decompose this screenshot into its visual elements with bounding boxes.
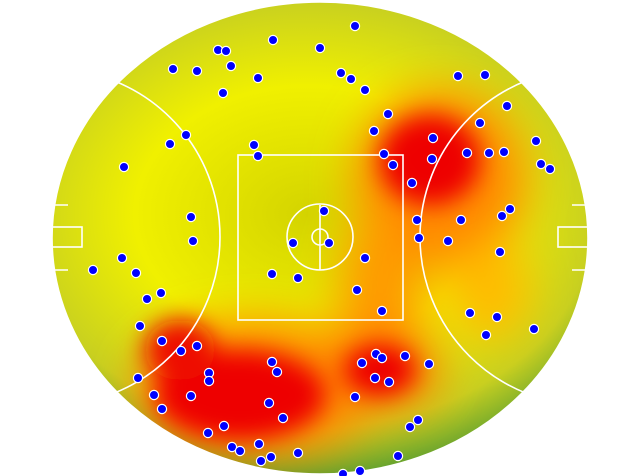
point (464, 307, 476, 319)
point (292, 272, 304, 284)
point (226, 441, 238, 453)
point (452, 70, 464, 82)
point (253, 438, 265, 450)
point (483, 147, 495, 159)
point (248, 139, 260, 151)
point (399, 350, 411, 362)
point (255, 455, 267, 467)
point (461, 147, 473, 159)
point (349, 20, 361, 32)
point (479, 69, 491, 81)
point (354, 465, 366, 476)
point (277, 412, 289, 424)
point (356, 357, 368, 369)
point (376, 305, 388, 317)
point (504, 203, 516, 215)
point (392, 450, 404, 462)
point (234, 445, 246, 457)
point (292, 447, 304, 459)
point (345, 73, 357, 85)
point (496, 210, 508, 222)
point (498, 146, 510, 158)
point (337, 468, 349, 476)
points (87, 20, 556, 476)
point (134, 320, 146, 332)
point (387, 159, 399, 171)
point (426, 153, 438, 165)
point (220, 45, 232, 57)
point (323, 237, 335, 249)
point (202, 427, 214, 439)
point (185, 211, 197, 223)
point (314, 42, 326, 54)
point (411, 214, 423, 226)
point (335, 67, 347, 79)
point (265, 451, 277, 463)
point (442, 235, 454, 247)
point (368, 125, 380, 137)
point (191, 65, 203, 77)
point (413, 232, 425, 244)
point (351, 284, 363, 296)
point (369, 372, 381, 384)
point (544, 163, 556, 175)
point (116, 252, 128, 264)
point (164, 138, 176, 150)
point (180, 129, 192, 141)
point (376, 352, 388, 364)
point (225, 60, 237, 72)
point (252, 72, 264, 84)
point (494, 246, 506, 258)
point (148, 389, 160, 401)
point (263, 397, 275, 409)
point (218, 420, 230, 432)
point (480, 329, 492, 341)
point (191, 340, 203, 352)
point (501, 100, 513, 112)
point (474, 117, 486, 129)
point (378, 148, 390, 160)
point (203, 375, 215, 387)
point (382, 108, 394, 120)
point (266, 268, 278, 280)
point (185, 390, 197, 402)
point (287, 237, 299, 249)
point (175, 345, 187, 357)
point (118, 161, 130, 173)
point (412, 414, 424, 426)
point (87, 264, 99, 276)
point (141, 293, 153, 305)
point (217, 87, 229, 99)
point (318, 205, 330, 217)
point (266, 356, 278, 368)
point (404, 421, 416, 433)
point (359, 84, 371, 96)
point (530, 135, 542, 147)
point (491, 311, 503, 323)
point (155, 287, 167, 299)
point (423, 358, 435, 370)
point (156, 335, 168, 347)
point (535, 158, 547, 170)
point (187, 235, 199, 247)
point (455, 214, 467, 226)
point (130, 267, 142, 279)
point (349, 391, 361, 403)
point (132, 372, 144, 384)
point (252, 150, 264, 162)
point (267, 34, 279, 46)
point (383, 376, 395, 388)
point (156, 403, 168, 415)
point (427, 132, 439, 144)
point (406, 177, 418, 189)
point (528, 323, 540, 335)
point (359, 252, 371, 264)
point (271, 366, 283, 378)
point (167, 63, 179, 75)
